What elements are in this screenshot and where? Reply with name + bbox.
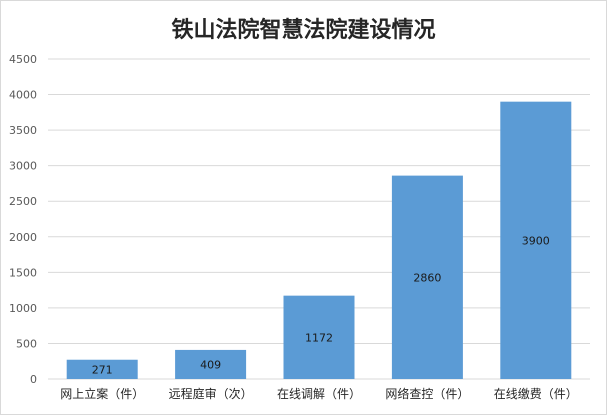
- y-tick-label: 0: [30, 373, 37, 386]
- data-label: 271: [92, 363, 113, 376]
- data-labels: 271 409 1172 2860 3900: [92, 234, 550, 376]
- x-category-label: 在线调解（件）: [277, 387, 361, 401]
- y-tick-label: 2000: [9, 231, 37, 244]
- x-category-label: 网上立案（件）: [60, 386, 144, 401]
- y-tick-label: 3500: [9, 124, 37, 137]
- y-tick-label: 500: [16, 337, 37, 350]
- bar: [175, 349, 247, 379]
- y-tick-label: 4500: [9, 53, 37, 66]
- data-label: 1172: [305, 331, 333, 344]
- chart-title: 铁山法院智慧法院建设情况: [171, 17, 436, 43]
- y-tick-label: 2500: [9, 195, 37, 208]
- y-tick-label: 1000: [9, 302, 37, 315]
- data-label: 2860: [413, 271, 441, 284]
- bar: [391, 175, 463, 379]
- x-axis-categories: 网上立案（件） 远程庭审（次） 在线调解（件） 网络查控（件） 在线缴费（件）: [60, 386, 578, 401]
- bar: [66, 359, 138, 379]
- x-category-label: 远程庭审（次）: [169, 386, 253, 401]
- y-tick-label: 3000: [9, 160, 37, 173]
- y-axis-ticks: 0 500 1000 1500 2000 2500 3000 3500 4000 4500: [9, 53, 37, 386]
- x-category-label: 网络查控（件）: [385, 386, 469, 401]
- x-category-label: 在线缴费（件）: [494, 386, 578, 401]
- bar: [283, 295, 355, 379]
- data-label: 3900: [522, 234, 550, 247]
- bar: [500, 101, 572, 380]
- y-tick-label: 1500: [9, 266, 37, 279]
- data-label: 409: [200, 358, 221, 371]
- y-tick-label: 4000: [9, 89, 37, 102]
- bars: [66, 101, 572, 380]
